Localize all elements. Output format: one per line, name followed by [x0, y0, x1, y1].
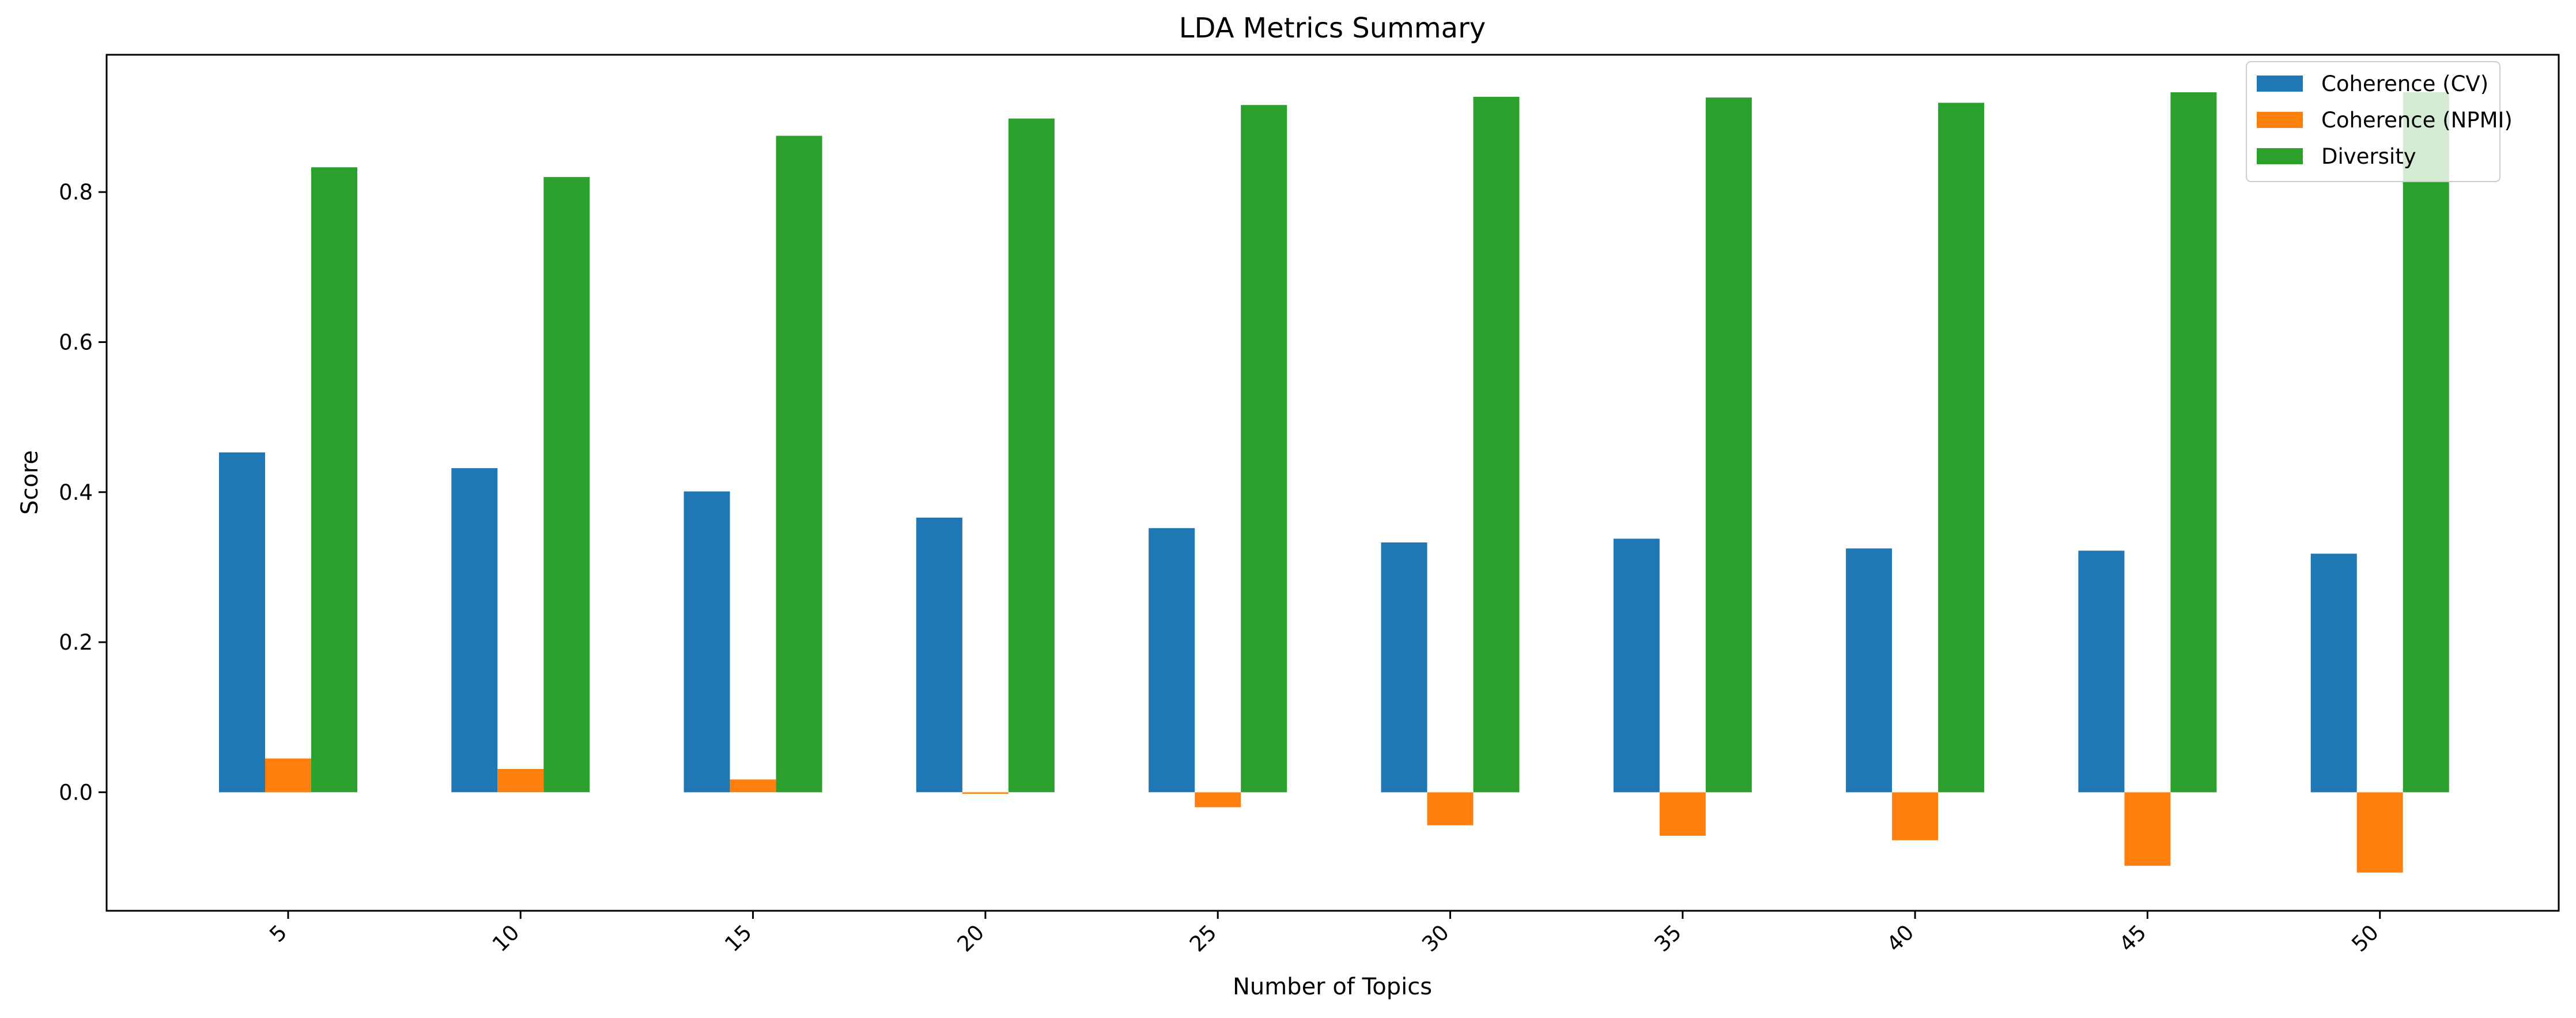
- bar-diversity-25: [1241, 105, 1287, 793]
- bar-diversity-30: [1473, 96, 1520, 793]
- bar-coherence-cv-30: [1381, 542, 1427, 793]
- legend: Coherence (CV) Coherence (NPMI) Diversity: [2246, 61, 2513, 182]
- bar-coherence-cv-10: [451, 468, 498, 793]
- bar-diversity-10: [543, 177, 590, 793]
- x-tick-label: 25: [1185, 920, 1222, 957]
- bar-coherence-cv-25: [1149, 528, 1195, 793]
- bar-coherence-npmi-50: [2356, 792, 2403, 873]
- y-tick-label: 0.0: [59, 780, 93, 805]
- y-axis: 0.0 0.2 0.4 0.6 0.8: [59, 180, 107, 805]
- legend-label: Coherence (CV): [2321, 71, 2488, 96]
- chart-title: LDA Metrics Summary: [1179, 12, 1486, 44]
- bar-diversity-45: [2170, 92, 2217, 793]
- bar-diversity-15: [776, 135, 822, 793]
- y-tick-label: 0.2: [59, 630, 93, 655]
- x-tick-label: 30: [1417, 920, 1454, 957]
- y-tick-label: 0.6: [59, 330, 93, 355]
- bar-diversity-20: [1008, 118, 1055, 793]
- legend-label: Diversity: [2321, 144, 2416, 169]
- bar-coherence-npmi-40: [1892, 792, 1939, 840]
- x-tick-label: 45: [2114, 920, 2151, 957]
- x-tick-label: 50: [2347, 920, 2384, 957]
- x-tick-label: 10: [488, 920, 524, 957]
- x-tick-label: 15: [720, 920, 757, 957]
- x-tick-label: 40: [1882, 920, 1919, 957]
- bar-coherence-cv-50: [2310, 553, 2357, 793]
- y-axis-label: Score: [17, 450, 43, 515]
- bar-coherence-cv-20: [916, 518, 962, 793]
- bar-coherence-npmi-15: [730, 779, 776, 793]
- bar-coherence-npmi-30: [1427, 792, 1474, 825]
- bar-coherence-cv-15: [683, 491, 730, 793]
- bars-layer: [219, 92, 2449, 873]
- bar-diversity-5: [311, 167, 357, 793]
- legend-swatch: [2257, 76, 2303, 92]
- bar-coherence-cv-40: [1846, 548, 1893, 793]
- legend-swatch: [2257, 148, 2303, 164]
- bar-diversity-50: [2403, 92, 2449, 793]
- x-axis-label: Number of Topics: [1233, 974, 1432, 1000]
- bar-coherence-npmi-5: [265, 758, 311, 793]
- bar-coherence-npmi-25: [1195, 792, 1241, 808]
- legend-label: Coherence (NPMI): [2321, 108, 2513, 133]
- bar-coherence-cv-45: [2078, 551, 2125, 793]
- x-tick-label: 20: [953, 920, 989, 957]
- bar-coherence-npmi-10: [497, 769, 544, 793]
- plot-frame: [105, 54, 2560, 912]
- bar-coherence-npmi-35: [1659, 792, 1706, 836]
- bar-coherence-cv-5: [219, 452, 265, 793]
- y-tick-label: 0.4: [59, 480, 93, 505]
- bar-coherence-npmi-45: [2124, 792, 2171, 866]
- x-tick-label: 5: [265, 920, 292, 947]
- bar-diversity-35: [1705, 97, 1752, 793]
- y-tick-label: 0.8: [59, 180, 93, 205]
- legend-swatch: [2257, 112, 2303, 128]
- bar-coherence-cv-35: [1613, 538, 1660, 793]
- legend-box: [2246, 61, 2501, 182]
- x-axis: 5 10 15 20 25 30 35 40 45 50: [265, 911, 2384, 957]
- bar-diversity-40: [1938, 103, 1985, 793]
- bar-coherence-npmi-20: [962, 792, 1009, 794]
- x-tick-label: 35: [1649, 920, 1686, 957]
